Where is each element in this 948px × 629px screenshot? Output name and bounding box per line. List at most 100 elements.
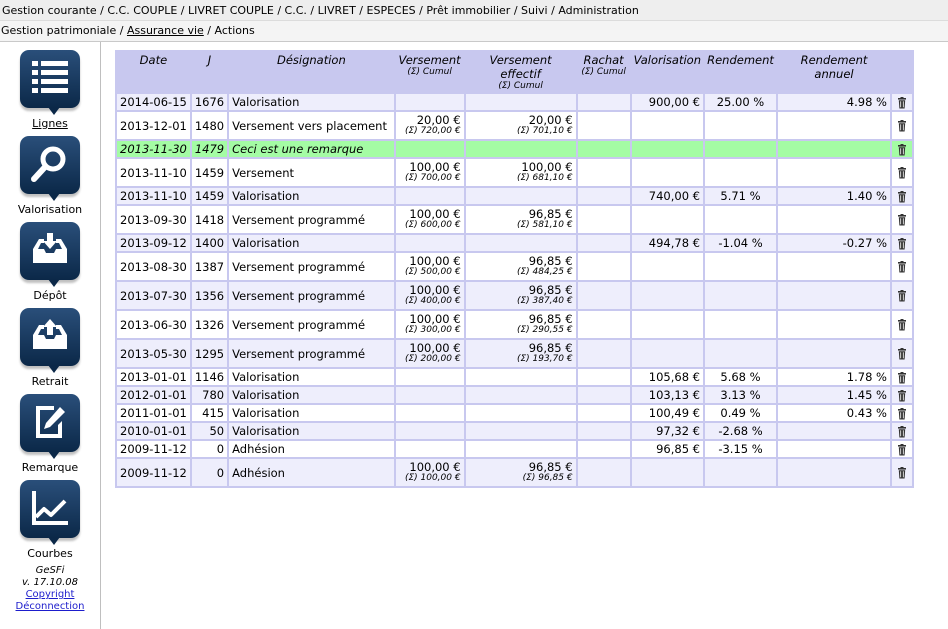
cell-j: 1295 <box>191 340 228 367</box>
cell-delete <box>892 311 912 338</box>
nav-especes[interactable]: ESPECES <box>366 4 416 17</box>
top-navigation: Gestion courante / C.C. COUPLE / LIVRET … <box>0 0 948 21</box>
table-row[interactable]: 2013-11-10 1459 Versement 100,00 € (Σ) 700,0… <box>117 159 912 186</box>
trash-icon[interactable] <box>897 348 907 360</box>
trash-icon[interactable] <box>897 425 907 438</box>
effectif-amount: 96,85 € <box>528 341 573 355</box>
copyright-link[interactable]: Copyright <box>25 589 75 600</box>
table-row[interactable]: 2010-01-01 50 Valorisation 97,32 € -2.68 % <box>117 423 912 439</box>
trash-icon[interactable] <box>897 143 907 156</box>
remark-row[interactable]: 2013-11-30 1479 Ceci est une remarque <box>117 141 912 157</box>
sidebar-item-remarque[interactable]: Remarque <box>0 394 100 474</box>
cell-designation: Valorisation <box>229 94 394 110</box>
trash-icon[interactable] <box>897 167 907 179</box>
cell-rendement-annuel <box>778 441 890 457</box>
cell-rendement-annuel: 1.40 % <box>778 188 890 204</box>
cell-rendement-annuel <box>778 206 890 233</box>
cell-valorisation: 740,00 € <box>631 188 703 204</box>
nav-cc-couple[interactable]: C.C. COUPLE <box>107 4 178 17</box>
table-row[interactable]: 2013-05-30 1295 Versement programmé 100,00 … <box>117 340 912 367</box>
nav-cc[interactable]: C.C. <box>284 4 307 17</box>
subnav-gestion-patrimoniale[interactable]: Gestion patrimoniale <box>1 24 117 37</box>
logout-link[interactable]: Déconnection <box>15 601 85 612</box>
trash-icon[interactable] <box>897 389 907 402</box>
table-row[interactable]: 2014-06-15 1676 Valorisation 900,00 €25.00 … <box>117 94 912 110</box>
table-row[interactable]: 2012-01-01 780 Valorisation 103,13 €3.13 % 1… <box>117 387 912 403</box>
col-header-date[interactable]: Date <box>117 52 190 92</box>
cell-versement-effectif <box>465 369 576 385</box>
trash-icon[interactable] <box>897 407 907 420</box>
table-row[interactable]: 2013-12-01 1480 Versement vers placement 20… <box>117 112 912 139</box>
cell-valorisation: 494,78 € <box>631 235 703 251</box>
trash-icon[interactable] <box>897 96 907 109</box>
versement-cumul: (Σ) 300,00 € <box>404 325 461 335</box>
cell-versement <box>395 141 464 157</box>
table-row[interactable]: 2009-11-12 0 Adhésion 96,85 € -3.15 % <box>117 441 912 457</box>
cell-versement-effectif: 20,00 € (Σ) 701,10 € <box>465 112 576 139</box>
cell-versement-effectif: 96,85 € (Σ) 581,10 € <box>465 206 576 233</box>
trash-icon[interactable] <box>897 371 907 384</box>
trash-icon[interactable] <box>897 120 907 132</box>
nav-suivi[interactable]: Suivi <box>521 4 548 17</box>
nav-gestion-courante[interactable]: Gestion courante <box>2 4 97 17</box>
sidebar-item-lignes[interactable]: Lignes <box>0 50 100 130</box>
table-row[interactable]: 2013-08-30 1387 Versement programmé 100,00 … <box>117 253 912 280</box>
cell-rachat <box>577 206 630 233</box>
col-header-valorisation[interactable]: Valorisation <box>631 52 703 92</box>
nav-pret-immobilier[interactable]: Prêt immobilier <box>426 4 511 17</box>
cell-valorisation <box>631 459 703 486</box>
table-row[interactable]: 2013-07-30 1356 Versement programmé 100,00 … <box>117 282 912 309</box>
col-header-versement[interactable]: Versement (Σ) Cumul <box>395 52 464 92</box>
nav-livret-couple[interactable]: LIVRET COUPLE <box>188 4 274 17</box>
effectif-amount: 96,85 € <box>528 207 573 221</box>
cell-rendement: -2.68 % <box>705 423 776 439</box>
cell-rendement <box>705 340 776 367</box>
trash-icon[interactable] <box>897 290 907 302</box>
subnav-actions[interactable]: Actions <box>214 24 255 37</box>
trash-icon[interactable] <box>897 214 907 226</box>
cell-designation: Versement programmé <box>229 311 394 338</box>
sidebar-item-label: Remarque <box>21 461 79 474</box>
cell-versement-effectif <box>465 405 576 421</box>
effectif-cumul: (Σ) 193,70 € <box>516 354 573 364</box>
trash-icon[interactable] <box>897 261 907 273</box>
table-row[interactable]: 2013-09-12 1400 Valorisation 494,78 € -1.04 … <box>117 235 912 251</box>
sidebar-item-courbes[interactable]: Courbes <box>0 480 100 560</box>
versement-cumul: (Σ) 200,00 € <box>404 354 461 364</box>
sidebar-item-retrait[interactable]: Retrait <box>0 308 100 388</box>
table-row[interactable]: 2013-11-10 1459 Valorisation 740,00 €5.71 %… <box>117 188 912 204</box>
sidebar-item-depot[interactable]: Dépôt <box>0 222 100 302</box>
table-row[interactable]: 2013-06-30 1326 Versement programmé 100,00 … <box>117 311 912 338</box>
table-row[interactable]: 2009-11-12 0 Adhésion 100,00 € (Σ) 100,00 €9… <box>117 459 912 486</box>
versement-amount: 100,00 € <box>409 312 461 326</box>
cell-designation: Valorisation <box>229 423 394 439</box>
trash-icon[interactable] <box>897 443 907 456</box>
effectif-amount: 96,85 € <box>528 460 573 474</box>
table-row[interactable]: 2011-01-01 415 Valorisation 100,49 €0.49 % 0… <box>117 405 912 421</box>
cell-versement: 100,00 € (Σ) 700,00 € <box>395 159 464 186</box>
col-header-rachat[interactable]: Rachat (Σ) Cumul <box>577 52 630 92</box>
col-header-rendement-annuel[interactable]: Rendement annuel <box>778 52 890 92</box>
trash-icon[interactable] <box>897 237 907 250</box>
nav-livret[interactable]: LIVRET <box>317 4 356 17</box>
trash-icon[interactable] <box>897 319 907 331</box>
nav-administration[interactable]: Administration <box>558 4 639 17</box>
trash-icon[interactable] <box>897 190 907 203</box>
col-header-designation[interactable]: Désignation <box>229 52 394 92</box>
cell-date: 2012-01-01 <box>117 387 190 403</box>
cell-date: 2013-05-30 <box>117 340 190 367</box>
cell-designation: Versement programmé <box>229 253 394 280</box>
sidebar-item-label: Courbes <box>27 547 73 560</box>
col-header-versement-effectif[interactable]: Versement effectif (Σ) Cumul <box>465 52 576 92</box>
col-header-j[interactable]: J <box>191 52 228 92</box>
subnav-assurance-vie[interactable]: Assurance vie <box>126 24 204 37</box>
trash-icon[interactable] <box>897 467 907 479</box>
table-row[interactable]: 2013-09-30 1418 Versement programmé 100,00 … <box>117 206 912 233</box>
sidebar-item-valorisation[interactable]: Valorisation <box>0 136 100 216</box>
cell-rendement-annuel <box>778 112 890 139</box>
col-header-rendement[interactable]: Rendement <box>705 52 776 92</box>
versement-amount: 100,00 € <box>409 254 461 268</box>
magnifier-icon <box>20 136 80 201</box>
table-row[interactable]: 2013-01-01 1146 Valorisation 105,68 €5.68 %… <box>117 369 912 385</box>
cell-j: 1146 <box>191 369 228 385</box>
